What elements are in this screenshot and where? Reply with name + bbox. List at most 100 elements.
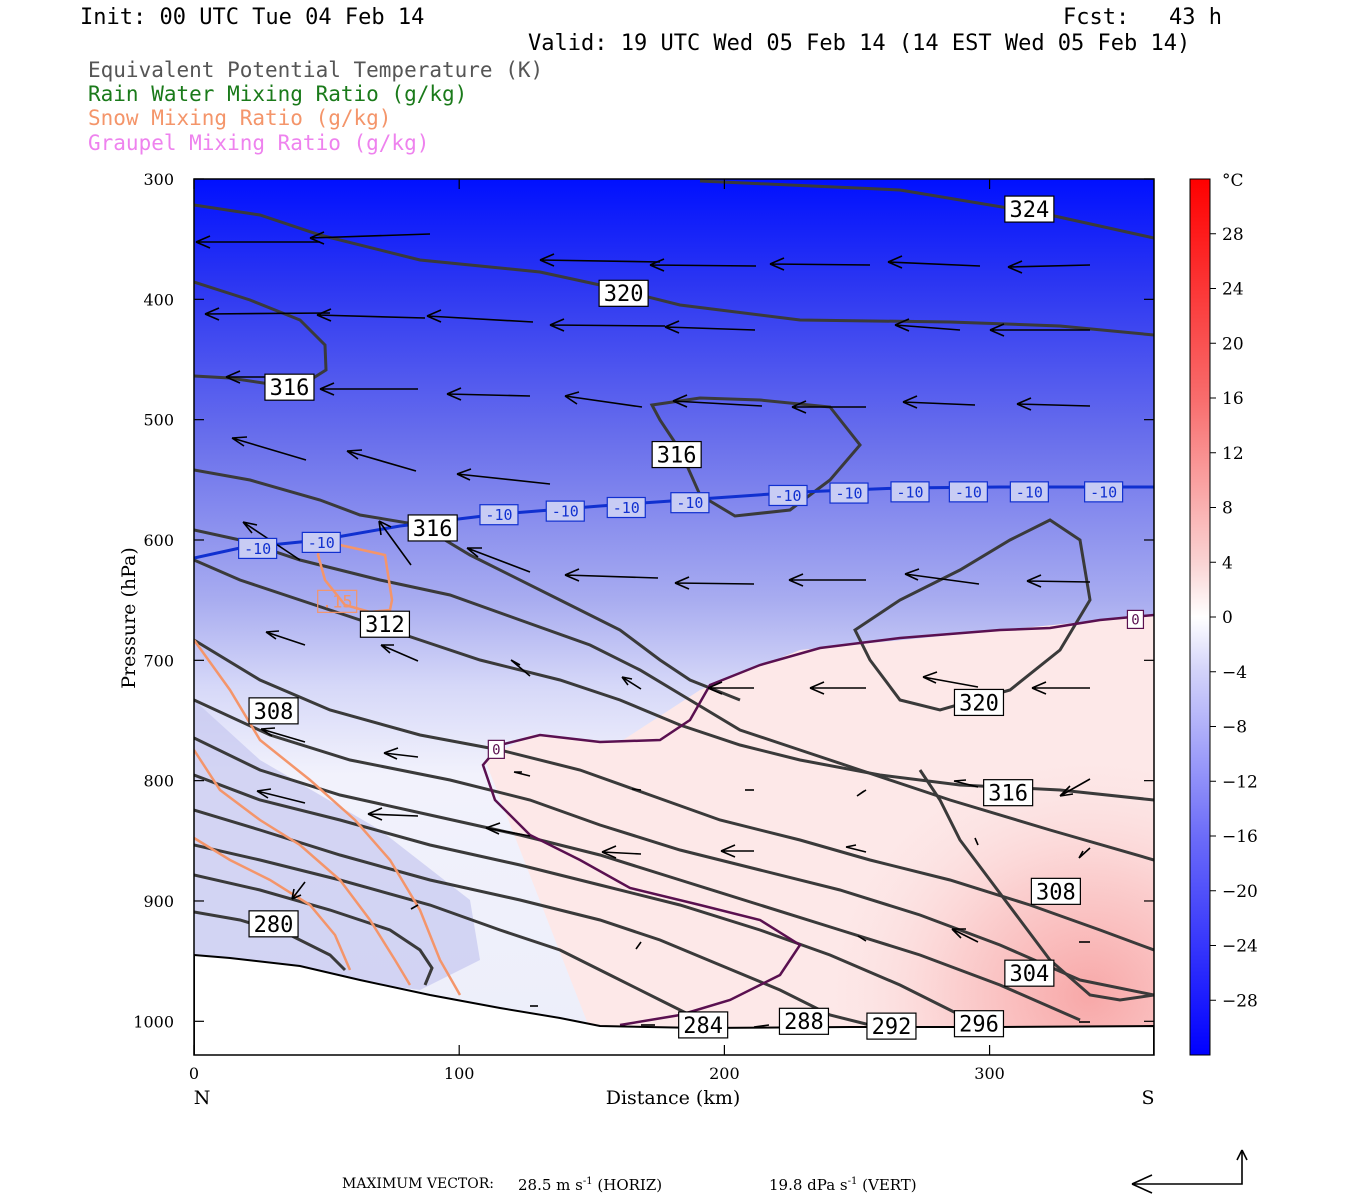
wind-vector <box>367 807 419 821</box>
svg-text:296: 296 <box>959 1013 999 1038</box>
svg-text:-10: -10 <box>774 487 801 505</box>
isotherm-label: -10 <box>301 531 341 553</box>
wind-vector <box>466 547 531 573</box>
wind-vector <box>291 881 306 900</box>
svg-text:.15: .15 <box>322 592 353 612</box>
wind-vector <box>260 727 306 743</box>
wind-vector <box>426 309 534 323</box>
svg-text:-10: -10 <box>896 483 923 501</box>
svg-text:316: 316 <box>988 782 1028 807</box>
wind-vector <box>856 789 867 797</box>
theta-e-contour <box>194 698 1154 997</box>
isotherm-label: -10 <box>238 537 278 560</box>
wind-vector <box>635 941 642 950</box>
svg-text:308: 308 <box>1036 880 1076 905</box>
wind-vector <box>894 318 961 332</box>
forecast-hour: Fcst: 43 h <box>1063 5 1222 30</box>
wind-vector <box>256 788 306 804</box>
wind-vector <box>446 387 531 401</box>
north-end-label: N <box>194 1087 211 1109</box>
snow-contours <box>194 543 462 996</box>
theta-e-label: 288 <box>778 1007 830 1035</box>
wind-vector <box>788 573 866 587</box>
wind-vector <box>707 681 754 695</box>
svg-text:324: 324 <box>1009 198 1049 223</box>
theta-e-contour <box>194 558 1154 802</box>
y-tick-label: 300 <box>143 170 174 189</box>
theta-e-label: 292 <box>866 1012 917 1040</box>
isotherm-label: -10 <box>768 484 808 507</box>
wind-vector <box>1059 778 1091 797</box>
reference-vector-icon <box>1131 1149 1248 1194</box>
wind-vector <box>378 520 412 566</box>
x-axis-title: Distance (km) <box>606 1087 741 1109</box>
wind-vector <box>1031 681 1090 695</box>
init-time: Init: 00 UTC Tue 04 Feb 14 <box>80 5 425 30</box>
wind-vector <box>989 323 1090 337</box>
wind-vector <box>265 630 306 646</box>
wind-vector <box>674 576 755 590</box>
svg-text:-10: -10 <box>835 484 862 502</box>
freezing-label: 0 <box>487 739 505 759</box>
axis-ticks: 300 400 500 600 700 800 900 1000 0 100 200 300 <box>133 170 1154 1083</box>
svg-text:-10: -10 <box>1016 483 1043 501</box>
plot-frame <box>193 178 1155 1056</box>
valid-time: Valid: 19 UTC Wed 05 Feb 14 (14 EST Wed … <box>528 31 1191 56</box>
wind-vector <box>380 644 419 662</box>
svg-text:308: 308 <box>254 700 294 725</box>
wind-vector <box>601 845 642 859</box>
theta-e-label: 316 <box>983 779 1034 807</box>
wind-vector <box>857 935 867 942</box>
colorbar-tick-label: −20 <box>1222 882 1258 902</box>
theta-e-contour <box>194 843 701 1022</box>
x-tick-label: 200 <box>709 1064 740 1083</box>
theta-e-contour <box>918 769 1154 1002</box>
svg-text:-10: -10 <box>955 483 982 501</box>
y-tick-label: 500 <box>143 411 174 430</box>
snow-contour <box>194 749 412 986</box>
isotherm-label: -10 <box>890 481 930 503</box>
plot-area: 324 320 316 316 316 312 308 280 320 316 308 304 284 2… <box>194 179 1154 1055</box>
isotherm-label: -10 <box>1009 481 1049 503</box>
wind-vector <box>953 779 979 788</box>
legend-theta-e: Equivalent Potential Temperature (K) <box>88 58 544 82</box>
theta-e-contour <box>194 468 741 702</box>
wind-vector <box>195 235 320 249</box>
theta-e-contour <box>194 638 1154 952</box>
theta-e-label: 280 <box>248 910 299 938</box>
colorbar-tick-label: 12 <box>1222 444 1244 464</box>
isotherm-label: -10 <box>948 481 988 503</box>
y-tick-label: 700 <box>143 651 174 670</box>
minus10-isotherm <box>194 485 1154 560</box>
wind-vector <box>564 568 659 582</box>
theta-e-contour <box>194 736 1081 1022</box>
wind-vector <box>1026 574 1091 588</box>
wind-vector <box>456 468 551 485</box>
svg-text:316: 316 <box>270 376 310 401</box>
svg-text:-10: -10 <box>1090 483 1117 501</box>
svg-text:280: 280 <box>254 913 294 938</box>
isotherm-label: -10 <box>606 496 646 519</box>
wind-vector <box>845 844 867 853</box>
colorbar-tick-label: −8 <box>1222 718 1247 738</box>
colorbar-tick-label: 4 <box>1222 553 1233 573</box>
wind-vector <box>539 253 661 267</box>
max-vector-horiz: 28.5 m s-1 (HORIZ) <box>518 1176 663 1194</box>
wind-vector <box>1007 260 1091 274</box>
theta-e-contour <box>853 518 1092 712</box>
svg-text:0: 0 <box>492 742 500 758</box>
svg-text:-10: -10 <box>485 506 512 524</box>
wind-vector <box>974 837 979 846</box>
theta-e-label: 304 <box>1004 959 1055 987</box>
theta-e-label: 296 <box>953 1010 1005 1038</box>
south-end-label: S <box>1141 1087 1154 1109</box>
wind-vector <box>902 395 976 409</box>
colorbar-tick-label: −4 <box>1222 663 1247 683</box>
isotherm-label: -10 <box>545 500 585 522</box>
theta-e-label: 320 <box>953 688 1005 716</box>
wind-vector <box>951 928 979 943</box>
isotherm-label: -10 <box>1084 481 1124 503</box>
colorbar-ticks: 28 24 20 16 12 8 4 0 −4 −8 −12 −16 −20 −24 −28 <box>1210 225 1258 1011</box>
theta-e-label: 316 <box>264 373 315 401</box>
